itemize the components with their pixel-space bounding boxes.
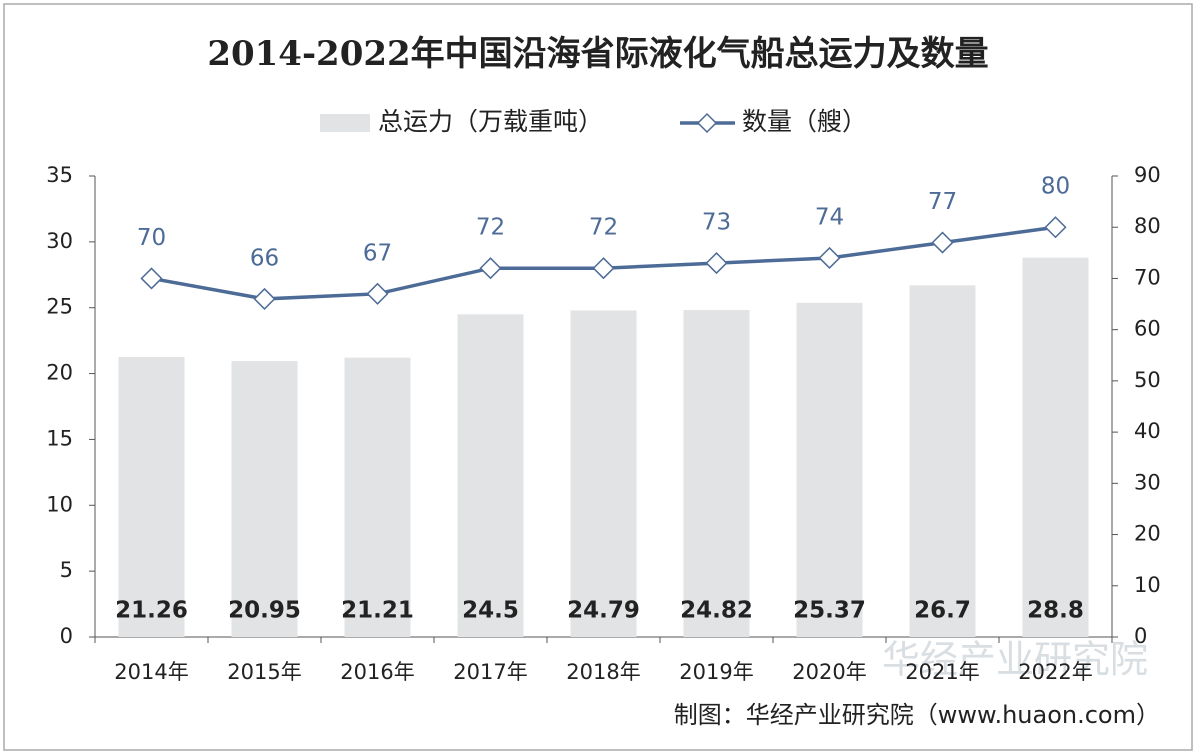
x-tick-label: 2020年 xyxy=(792,660,866,684)
x-tick-label: 2022年 xyxy=(1018,660,1092,684)
x-tick-label: 2019年 xyxy=(679,660,753,684)
line-value-label: 67 xyxy=(363,240,392,266)
marker xyxy=(140,267,163,290)
x-tick-label: 2014年 xyxy=(114,660,188,684)
line-value-label: 70 xyxy=(137,225,166,251)
line-value-label: 77 xyxy=(928,189,957,215)
bar-value-label: 26.7 xyxy=(914,598,971,624)
marker xyxy=(1044,216,1067,239)
line-value-label: 73 xyxy=(702,210,731,236)
bar xyxy=(570,310,637,637)
marker xyxy=(592,257,615,280)
bar-value-label: 20.95 xyxy=(228,598,301,624)
x-tick-label: 2015年 xyxy=(227,660,301,684)
y-tick-label: 20 xyxy=(46,361,73,385)
marker xyxy=(931,231,954,254)
y2-tick-label: 80 xyxy=(1134,214,1161,238)
legend-swatch xyxy=(320,114,370,132)
x-tick-label: 2018年 xyxy=(566,660,640,684)
bar xyxy=(231,361,298,637)
y2-tick-label: 30 xyxy=(1134,470,1161,494)
bar-value-label: 28.8 xyxy=(1027,598,1084,624)
y-tick-label: 0 xyxy=(60,624,73,648)
source: 制图：华经产业研究院（www.huaon.com） xyxy=(674,701,1160,729)
bar xyxy=(796,302,863,637)
y2-tick-label: 70 xyxy=(1134,265,1161,289)
bar xyxy=(457,314,524,637)
line-value-label: 72 xyxy=(589,215,618,241)
y2-tick-label: 10 xyxy=(1134,573,1161,597)
marker xyxy=(479,257,502,280)
bar-value-label: 21.26 xyxy=(115,598,188,624)
bar xyxy=(118,356,185,637)
bar xyxy=(344,357,411,637)
x-tick-label: 2017年 xyxy=(453,660,527,684)
y-tick-label: 10 xyxy=(46,492,73,516)
chart-title: 2014-2022年中国沿海省际液化气船总运力及数量 xyxy=(207,34,988,74)
line-value-label: 74 xyxy=(815,204,844,230)
bar-value-label: 24.79 xyxy=(567,598,640,624)
y2-tick-label: 90 xyxy=(1134,163,1161,187)
y2-tick-label: 20 xyxy=(1134,522,1161,546)
y-tick-label: 25 xyxy=(46,295,73,319)
bar-value-label: 24.82 xyxy=(680,598,753,624)
marker xyxy=(366,282,389,305)
line-value-label: 80 xyxy=(1041,174,1070,200)
x-tick-label: 2021年 xyxy=(905,660,979,684)
y-tick-label: 5 xyxy=(60,558,73,582)
x-tick-label: 2016年 xyxy=(340,660,414,684)
y2-tick-label: 50 xyxy=(1134,368,1161,392)
line-value-label: 72 xyxy=(476,215,505,241)
y2-tick-label: 0 xyxy=(1134,624,1147,648)
bar xyxy=(909,285,976,637)
y-tick-label: 30 xyxy=(46,229,73,253)
legend-marker xyxy=(696,112,718,134)
line-value-label: 66 xyxy=(250,245,279,271)
bar xyxy=(683,310,750,637)
bar xyxy=(1022,257,1089,637)
y-tick-label: 35 xyxy=(46,163,73,187)
legend-label: 数量（艘） xyxy=(742,107,867,136)
marker xyxy=(705,252,728,275)
marker xyxy=(818,246,841,270)
legend-label: 总运力（万载重吨） xyxy=(378,107,603,136)
bar-value-label: 24.5 xyxy=(462,598,519,624)
y2-tick-label: 40 xyxy=(1134,419,1161,443)
y2-tick-label: 60 xyxy=(1134,317,1161,341)
marker xyxy=(253,287,276,310)
bar-value-label: 21.21 xyxy=(341,598,414,624)
bar-value-label: 25.37 xyxy=(793,598,866,624)
watermark: 华经产业研究院 xyxy=(882,638,1148,682)
y-tick-label: 15 xyxy=(46,426,73,450)
